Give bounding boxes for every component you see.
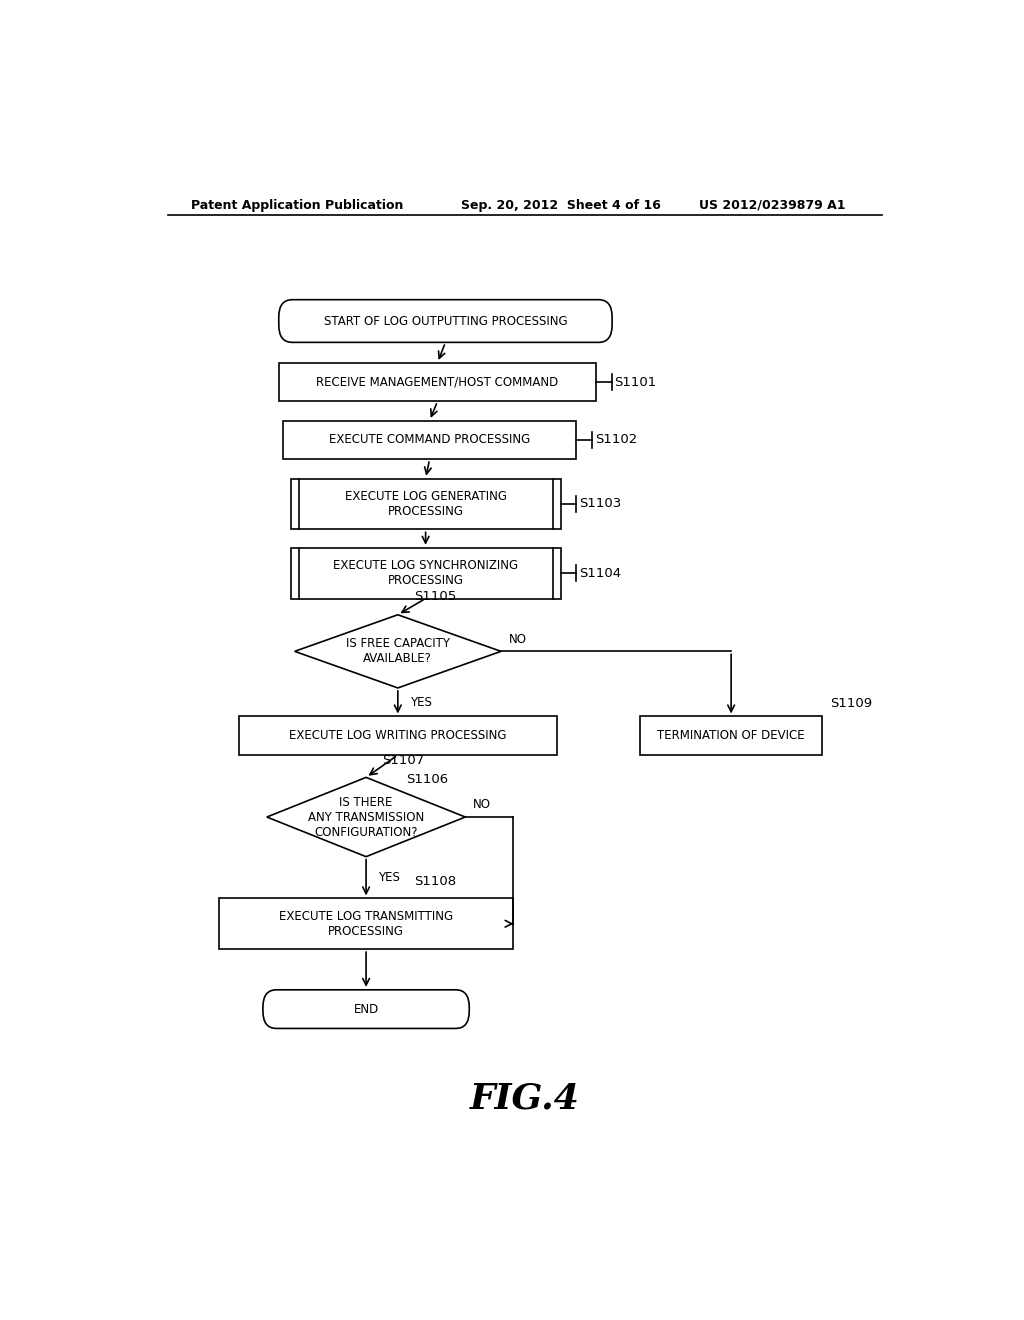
- Text: S1109: S1109: [830, 697, 872, 710]
- Text: S1104: S1104: [579, 566, 621, 579]
- Polygon shape: [267, 777, 465, 857]
- Text: S1106: S1106: [406, 774, 447, 787]
- Bar: [279, 363, 596, 401]
- Text: IS FREE CAPACITY
AVAILABLE?: IS FREE CAPACITY AVAILABLE?: [346, 638, 450, 665]
- Bar: [219, 899, 513, 949]
- FancyBboxPatch shape: [263, 990, 469, 1028]
- Text: EXECUTE COMMAND PROCESSING: EXECUTE COMMAND PROCESSING: [329, 433, 530, 446]
- Text: NO: NO: [473, 799, 492, 812]
- Text: START OF LOG OUTPUTTING PROCESSING: START OF LOG OUTPUTTING PROCESSING: [324, 314, 567, 327]
- Text: S1105: S1105: [414, 590, 456, 602]
- Bar: [291, 548, 560, 598]
- Text: S1108: S1108: [414, 875, 456, 888]
- Text: TERMINATION OF DEVICE: TERMINATION OF DEVICE: [657, 729, 805, 742]
- Bar: [240, 717, 557, 755]
- FancyBboxPatch shape: [279, 300, 612, 342]
- Text: YES: YES: [378, 871, 399, 884]
- Text: Sep. 20, 2012  Sheet 4 of 16: Sep. 20, 2012 Sheet 4 of 16: [461, 198, 662, 211]
- Bar: [283, 421, 577, 459]
- Bar: [640, 717, 822, 755]
- Text: EXECUTE LOG WRITING PROCESSING: EXECUTE LOG WRITING PROCESSING: [289, 729, 507, 742]
- Text: EXECUTE LOG TRANSMITTING
PROCESSING: EXECUTE LOG TRANSMITTING PROCESSING: [279, 909, 454, 937]
- Text: S1102: S1102: [595, 433, 637, 446]
- Text: NO: NO: [509, 632, 527, 645]
- Text: FIG.4: FIG.4: [470, 1081, 580, 1115]
- Text: YES: YES: [410, 696, 431, 709]
- Text: END: END: [353, 1003, 379, 1015]
- Text: IS THERE
ANY TRANSMISSION
CONFIGURATION?: IS THERE ANY TRANSMISSION CONFIGURATION?: [308, 796, 424, 838]
- Text: S1103: S1103: [579, 498, 621, 511]
- Text: RECEIVE MANAGEMENT/HOST COMMAND: RECEIVE MANAGEMENT/HOST COMMAND: [316, 375, 559, 388]
- Text: Patent Application Publication: Patent Application Publication: [191, 198, 403, 211]
- Text: EXECUTE LOG SYNCHRONIZING
PROCESSING: EXECUTE LOG SYNCHRONIZING PROCESSING: [333, 560, 518, 587]
- Text: S1101: S1101: [614, 375, 656, 388]
- Text: S1107: S1107: [382, 754, 424, 767]
- Text: EXECUTE LOG GENERATING
PROCESSING: EXECUTE LOG GENERATING PROCESSING: [345, 490, 507, 517]
- Polygon shape: [295, 615, 501, 688]
- Text: US 2012/0239879 A1: US 2012/0239879 A1: [699, 198, 846, 211]
- Bar: [291, 479, 560, 529]
